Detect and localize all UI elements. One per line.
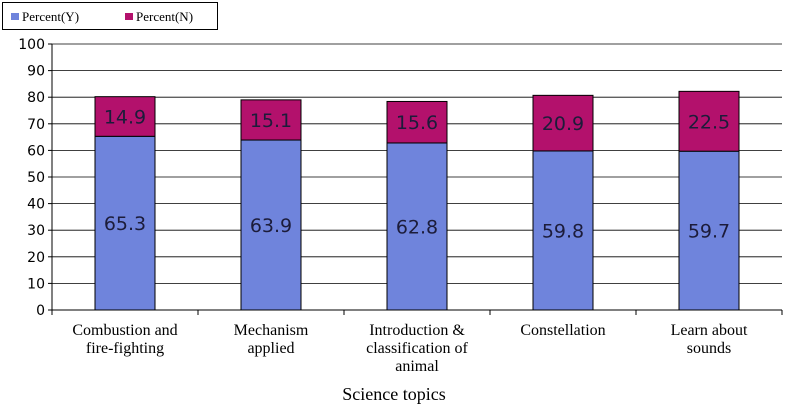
data-label-percent-n: 15.6 [396,112,438,134]
x-tick-label: applied [247,340,294,357]
bar-percent-y [94,135,156,311]
x-tick-label: classification of [366,340,468,357]
bar-percent-n [678,90,740,152]
y-tick-label: 80 [27,90,45,106]
x-tick-label: sounds [687,340,731,357]
y-tick-label: 10 [27,276,45,292]
data-label-percent-y: 62.8 [396,216,438,238]
bar-percent-y [240,139,302,311]
data-label-percent-y: 59.8 [542,220,584,242]
y-tick-label: 70 [27,117,45,133]
bar-percent-y [386,142,448,311]
y-tick-label: 50 [27,170,45,186]
x-tick-label: Introduction & [369,322,465,339]
y-tick-label: 90 [27,64,45,80]
x-tick-label: Learn about [671,322,748,339]
y-tick-label: 30 [27,223,45,239]
y-tick-label: 60 [27,143,45,159]
legend-item-y: Percent(Y) [11,10,79,24]
y-tick-label: 20 [27,250,45,266]
data-label-percent-y: 59.7 [688,221,730,243]
bar-percent-n [532,94,594,152]
data-label-percent-y: 65.3 [104,213,146,235]
legend-item-n: Percent(N) [125,10,193,24]
y-tick-label: 0 [36,303,45,319]
data-label-percent-n: 22.5 [688,111,730,133]
x-axis-title: Science topics [342,384,446,404]
legend: Percent(Y) Percent(N) [2,2,218,30]
x-tick-label: fire-fighting [86,340,164,357]
bar-percent-n [386,100,448,144]
x-tick-label: animal [395,358,439,375]
y-tick-label: 100 [18,37,45,53]
data-label-percent-n: 20.9 [542,113,584,135]
y-tick-label: 40 [27,197,45,213]
legend-swatch-y [11,13,19,20]
data-label-percent-n: 14.9 [104,106,146,128]
data-label-percent-n: 15.1 [250,110,292,132]
bar-percent-n [94,96,156,137]
data-label-percent-y: 63.9 [250,215,292,237]
legend-label-y: Percent(Y) [22,9,80,24]
legend-label-n: Percent(N) [136,9,194,24]
bar-percent-n [240,99,302,141]
x-tick-label: Constellation [520,322,605,339]
x-tick-label: Combustion and [72,322,177,339]
legend-swatch-n [125,13,133,20]
x-tick-label: Mechanism [234,322,309,339]
